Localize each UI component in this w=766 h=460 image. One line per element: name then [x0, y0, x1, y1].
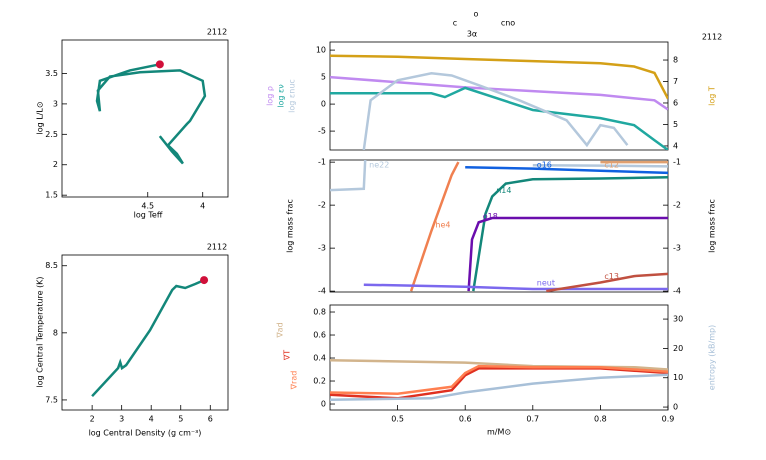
series-line [362, 72, 629, 150]
y-tick-label: 0.6 [313, 331, 326, 340]
x-tick-label: 4 [149, 415, 154, 424]
x-axis-label: m/M⊙ [487, 428, 511, 437]
series-line [467, 216, 668, 292]
y2-tick-label: 10 [673, 373, 683, 382]
series-label: neut [537, 278, 555, 287]
series-label: ∇T [283, 350, 292, 361]
series-line [330, 160, 668, 192]
y-tick-label: 2.5 [45, 130, 58, 139]
burn-label: cno [501, 19, 515, 28]
series-line [472, 175, 668, 292]
current-point [200, 276, 209, 285]
x-tick-label: 0.5 [391, 415, 404, 424]
x-tick-label: 0.9 [662, 415, 675, 424]
series-label: he4 [435, 220, 450, 229]
y-tick-label: 3.5 [45, 69, 58, 78]
plot-frame [329, 159, 669, 293]
series-line [546, 272, 668, 292]
panel-title: 2112 [207, 243, 227, 252]
y2-tick-label: 20 [673, 344, 683, 353]
series-label: log εnuc [288, 79, 297, 113]
series-label: c13 [604, 272, 619, 281]
burn-label: c [453, 19, 457, 28]
y2-tick-label: -4 [673, 287, 681, 296]
plot-frame [329, 41, 669, 151]
y-tick-label: 0.4 [313, 354, 326, 363]
series-line [330, 75, 668, 111]
y-tick-label: -2 [318, 201, 326, 210]
y2-tick-label: -3 [673, 244, 681, 253]
x-tick-label: 3 [119, 415, 124, 424]
x-tick-label: 4.5 [141, 202, 154, 211]
series-line [330, 373, 668, 401]
current-point [155, 60, 164, 69]
y2-tick-label: 4 [673, 141, 678, 150]
y2-tick-label: 7 [673, 77, 678, 86]
series-label: o16 [537, 161, 552, 170]
burn-label: o [474, 10, 479, 19]
series-line [91, 278, 205, 398]
y-tick-label: 2 [53, 160, 58, 169]
y-tick-label: 8 [53, 328, 58, 337]
y-tick-label: 0.2 [313, 377, 326, 386]
x-axis-label: log Teff [134, 211, 163, 220]
x-tick-label: 0.7 [526, 415, 539, 424]
series-label: o18 [483, 212, 498, 221]
plot-frame [61, 39, 229, 198]
series-label: entropy (kB/mp) [708, 325, 717, 390]
x-tick-label: 6 [208, 415, 213, 424]
y-tick-label: 0 [321, 100, 326, 109]
series-line [330, 364, 668, 395]
y-tick-label: 0 [321, 400, 326, 409]
y2-tick-label: 5 [673, 120, 678, 129]
x-axis-label: log Central Density (g cm⁻³) [89, 429, 202, 438]
burn-label: 3α [467, 30, 477, 39]
panel-title: 2112 [207, 28, 227, 37]
series-label: n14 [496, 186, 511, 195]
y-axis-label: log Central Temperature (K) [36, 276, 45, 387]
series-label: ∇ad [276, 322, 285, 338]
y2-tick-label: 0 [673, 403, 678, 412]
series-label: ne22 [369, 161, 389, 170]
y-tick-label: -3 [318, 244, 326, 253]
y-tick-label: 10 [316, 46, 326, 55]
y-tick-label: -1 [318, 158, 326, 167]
series-label: log T [708, 86, 717, 106]
series-line [363, 283, 668, 291]
series-line [330, 86, 668, 150]
panel-title: 2112 [702, 33, 722, 42]
series-line [465, 166, 668, 175]
series-label: log εν [277, 84, 286, 108]
y-tick-label: 8.5 [45, 261, 58, 270]
series-line [95, 63, 207, 165]
x-tick-label: 5 [178, 415, 183, 424]
plot-frame [329, 304, 669, 411]
y-axis-label: log mass frac [286, 199, 295, 253]
y-tick-label: -5 [318, 127, 326, 136]
series-line [330, 54, 668, 100]
series-line [409, 161, 460, 292]
y-tick-label: 1.5 [45, 191, 58, 200]
y-tick-label: 5 [321, 73, 326, 82]
x-tick-label: 4 [200, 202, 205, 211]
x-tick-label: 0.8 [594, 415, 607, 424]
series-label: c12 [604, 161, 619, 170]
x-tick-label: 2 [90, 415, 95, 424]
series-label: ∇rad [290, 371, 299, 391]
y-tick-label: 0.8 [313, 308, 326, 317]
y-axis-label: log L/L⊙ [36, 101, 45, 134]
y2-tick-label: 8 [673, 56, 678, 65]
y2-tick-label: 30 [673, 315, 683, 324]
y2-tick-label: 6 [673, 98, 678, 107]
series-label: log ρ [266, 86, 275, 106]
y2-axis-label: log mass frac [708, 199, 717, 253]
y2-tick-label: -1 [673, 158, 681, 167]
y-tick-label: 3 [53, 99, 58, 108]
y2-tick-label: -2 [673, 201, 681, 210]
y-tick-label: 7.5 [45, 395, 58, 404]
y-tick-label: -4 [318, 287, 326, 296]
x-tick-label: 0.6 [459, 415, 472, 424]
